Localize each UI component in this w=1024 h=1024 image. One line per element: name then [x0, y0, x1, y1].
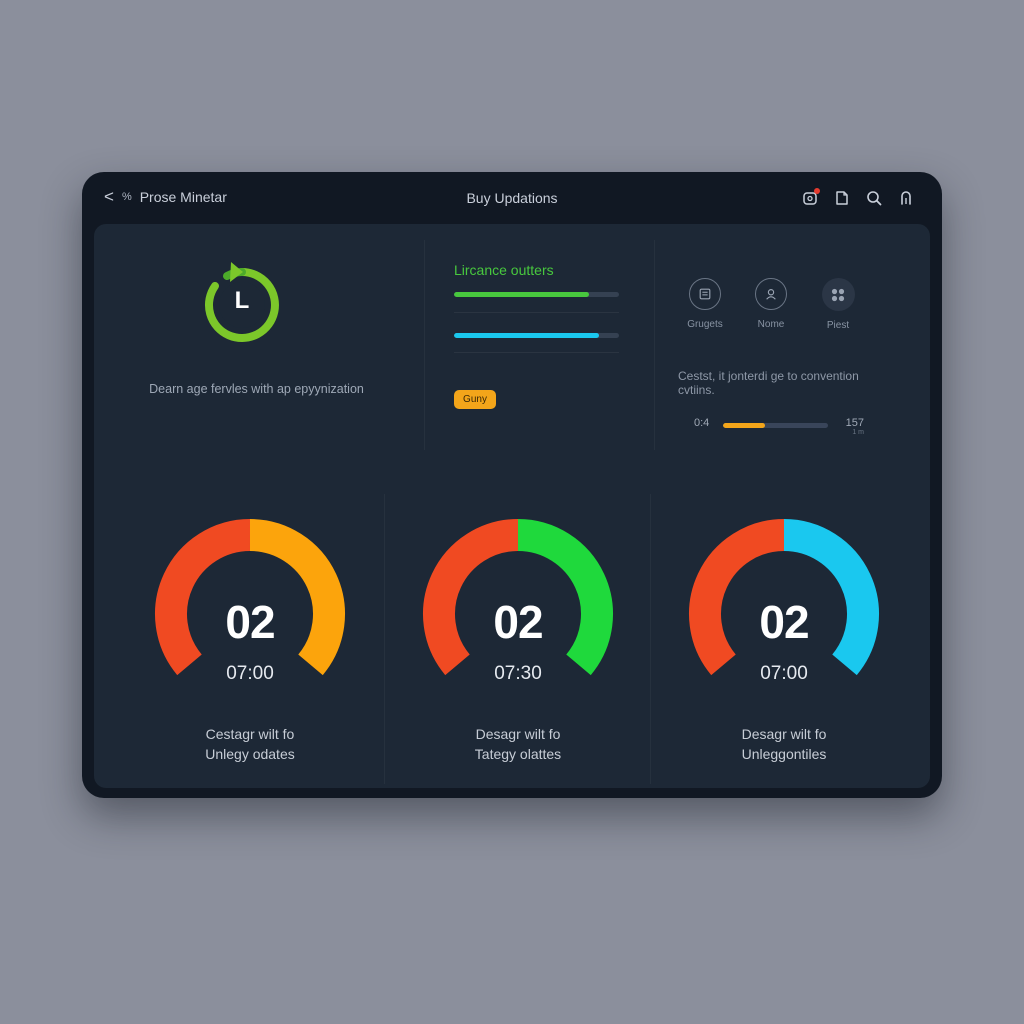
progress-end-value: 157 [845, 417, 864, 429]
gauge-right-arc [517, 519, 613, 676]
search-icon[interactable] [864, 188, 884, 208]
toolbar-icons [800, 188, 916, 208]
convention-description: Cestst, it jonterdi ge to convention cvt… [678, 369, 859, 397]
divider [654, 240, 655, 450]
gauge-left-arc [689, 519, 785, 676]
gauge-ring [689, 519, 879, 676]
timer-description: Dearn age fervles with ap epyynization [149, 382, 364, 396]
back-label: Prose Minetar [139, 188, 227, 205]
progress-start-value: 0:4 [694, 417, 710, 429]
gadgets-icon [689, 278, 721, 310]
user-label: Nome [757, 319, 785, 330]
window-title: Buy Updations [466, 190, 558, 206]
gauge-caption: Desagr wilt fo Unleggontiles [684, 724, 884, 764]
gauge-caption-line-1: Cestagr wilt fo [205, 726, 295, 742]
gauge-time: 07:00 [760, 663, 808, 684]
progress-unit: 1 m [852, 429, 864, 436]
gauge-caption-line-2: Unlegy odates [205, 746, 295, 762]
divider [454, 312, 619, 313]
gauge-value: 02 [759, 596, 809, 648]
gauge-caption: Cestagr wilt fo Unlegy odates [150, 724, 350, 764]
gauge-caption-line-2: Unleggontiles [741, 746, 827, 762]
section-title: Lircance outters [454, 262, 554, 278]
gauge-caption-line-2: Tategy olattes [474, 746, 562, 762]
chevron-left-icon: < [104, 187, 114, 206]
cyan-progress-fill [454, 333, 600, 338]
progress-fill [723, 423, 765, 428]
divider [454, 352, 619, 353]
gauge-time: 07:30 [494, 663, 542, 684]
notification-icon[interactable] [800, 188, 820, 208]
back-button[interactable]: < % Prose Minetar [104, 188, 227, 205]
gadgets-button[interactable]: Grugets [675, 278, 735, 330]
gauge-value: 02 [493, 596, 543, 648]
gauge-right-arc [783, 519, 879, 676]
gauge-ring [423, 519, 613, 676]
divider [424, 240, 425, 450]
dashboard-panel: L Dearn age fervles with ap epyynization… [94, 224, 930, 788]
gauge-caption-line-1: Desagr wilt fo [741, 726, 827, 742]
timer-refresh-icon: L [197, 260, 287, 350]
green-progress-bar [454, 292, 619, 297]
percent-icon: % [121, 190, 132, 203]
gauge-right-arc [249, 519, 345, 676]
divider [384, 494, 385, 784]
gauge-time: 07:00 [226, 663, 274, 684]
gauge-caption-line-1: Desagr wilt fo [475, 726, 561, 742]
user-button[interactable]: Nome [741, 278, 801, 330]
gauge-value: 02 [225, 596, 275, 648]
grid-button[interactable]: Piest [808, 278, 868, 331]
gauge-left-arc [155, 519, 251, 676]
status-badge[interactable]: Guny [454, 390, 496, 409]
convention-progress: 0:4 157 1 m [694, 417, 864, 437]
title-bar: < % Prose Minetar Buy Updations [82, 172, 942, 224]
cyan-progress-bar [454, 333, 619, 338]
grid-icon [821, 278, 855, 311]
gauge-ring [155, 519, 345, 676]
gadgets-label: Grugets [687, 319, 723, 330]
gauge-left-arc [423, 519, 519, 676]
app-window: < % Prose Minetar Buy Updations [82, 172, 942, 798]
timer-letter: L [234, 287, 250, 314]
user-icon [755, 278, 787, 310]
notification-dot [814, 188, 820, 194]
divider [650, 494, 651, 784]
gauge-card-3: 02 07:00 [684, 519, 884, 694]
gauge-caption: Desagr wilt fo Tategy olattes [418, 724, 618, 764]
green-progress-fill [454, 292, 590, 297]
progress-bar [723, 423, 828, 428]
note-icon[interactable] [832, 188, 852, 208]
grid-label: Piest [826, 320, 850, 331]
profile-icon[interactable] [896, 188, 916, 208]
gauge-card-1: 02 07:00 [150, 519, 350, 694]
gauge-card-2: 02 07:30 [418, 519, 618, 694]
